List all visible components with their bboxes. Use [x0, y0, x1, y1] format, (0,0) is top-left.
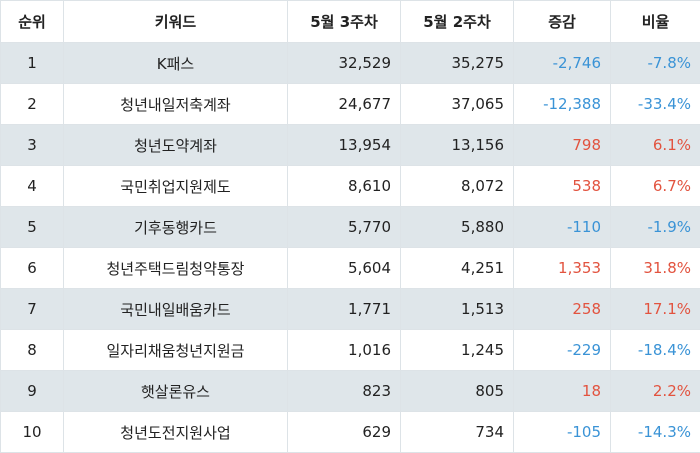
keyword-cell: 햇살론유스 — [64, 371, 288, 412]
diff-cell: -110 — [514, 207, 611, 248]
week3-count-cell: 629 — [288, 412, 401, 453]
rank-cell: 9 — [1, 371, 64, 412]
ratio-cell: -18.4% — [611, 330, 700, 371]
week3-count-cell: 24,677 — [288, 84, 401, 125]
header-ratio: 비율 — [611, 1, 700, 43]
week2-count-cell: 805 — [401, 371, 514, 412]
ratio-cell: 17.1% — [611, 289, 700, 330]
rank-cell: 5 — [1, 207, 64, 248]
keyword-cell: 일자리채움청년지원금 — [64, 330, 288, 371]
week2-count-cell: 4,251 — [401, 248, 514, 289]
ratio-cell: -14.3% — [611, 412, 700, 453]
keyword-cell: 기후동행카드 — [64, 207, 288, 248]
week2-count-cell: 13,156 — [401, 125, 514, 166]
week3-count-cell: 5,604 — [288, 248, 401, 289]
diff-cell: 18 — [514, 371, 611, 412]
header-rank: 순위 — [1, 1, 64, 43]
ratio-cell: -7.8% — [611, 43, 700, 84]
rank-cell: 3 — [1, 125, 64, 166]
diff-cell: -12,388 — [514, 84, 611, 125]
header-diff: 증감 — [514, 1, 611, 43]
rank-cell: 6 — [1, 248, 64, 289]
rank-cell: 10 — [1, 412, 64, 453]
week3-count-cell: 32,529 — [288, 43, 401, 84]
keyword-cell: K패스 — [64, 43, 288, 84]
keyword-cell: 국민취업지원제도 — [64, 166, 288, 207]
keyword-cell: 청년내일저축계좌 — [64, 84, 288, 125]
diff-cell: -105 — [514, 412, 611, 453]
header-week2: 5월 2주차 — [401, 1, 514, 43]
week2-count-cell: 5,880 — [401, 207, 514, 248]
rank-cell: 7 — [1, 289, 64, 330]
week2-count-cell: 1,245 — [401, 330, 514, 371]
header-week3: 5월 3주차 — [288, 1, 401, 43]
diff-cell: 258 — [514, 289, 611, 330]
ratio-cell: 31.8% — [611, 248, 700, 289]
diff-cell: 798 — [514, 125, 611, 166]
ratio-cell: -1.9% — [611, 207, 700, 248]
rank-cell: 8 — [1, 330, 64, 371]
ratio-cell: -33.4% — [611, 84, 700, 125]
diff-cell: 1,353 — [514, 248, 611, 289]
header-row: 순위 키워드 5월 3주차 5월 2주차 증감 비율 — [1, 1, 700, 43]
week2-count-cell: 8,072 — [401, 166, 514, 207]
keyword-cell: 청년주택드림청약통장 — [64, 248, 288, 289]
ratio-cell: 6.1% — [611, 125, 700, 166]
diff-cell: 538 — [514, 166, 611, 207]
rank-cell: 1 — [1, 43, 64, 84]
rank-cell: 4 — [1, 166, 64, 207]
week3-count-cell: 823 — [288, 371, 401, 412]
week3-count-cell: 5,770 — [288, 207, 401, 248]
ratio-cell: 6.7% — [611, 166, 700, 207]
diff-cell: -229 — [514, 330, 611, 371]
week2-count-cell: 734 — [401, 412, 514, 453]
keyword-cell: 청년도전지원사업 — [64, 412, 288, 453]
rank-cell: 2 — [1, 84, 64, 125]
week3-count-cell: 8,610 — [288, 166, 401, 207]
ratio-cell: 2.2% — [611, 371, 700, 412]
header-keyword: 키워드 — [64, 1, 288, 43]
keyword-cell: 청년도약계좌 — [64, 125, 288, 166]
week2-count-cell: 1,513 — [401, 289, 514, 330]
diff-cell: -2,746 — [514, 43, 611, 84]
week3-count-cell: 13,954 — [288, 125, 401, 166]
week3-count-cell: 1,016 — [288, 330, 401, 371]
week3-count-cell: 1,771 — [288, 289, 401, 330]
week2-count-cell: 35,275 — [401, 43, 514, 84]
week2-count-cell: 37,065 — [401, 84, 514, 125]
keyword-cell: 국민내일배움카드 — [64, 289, 288, 330]
